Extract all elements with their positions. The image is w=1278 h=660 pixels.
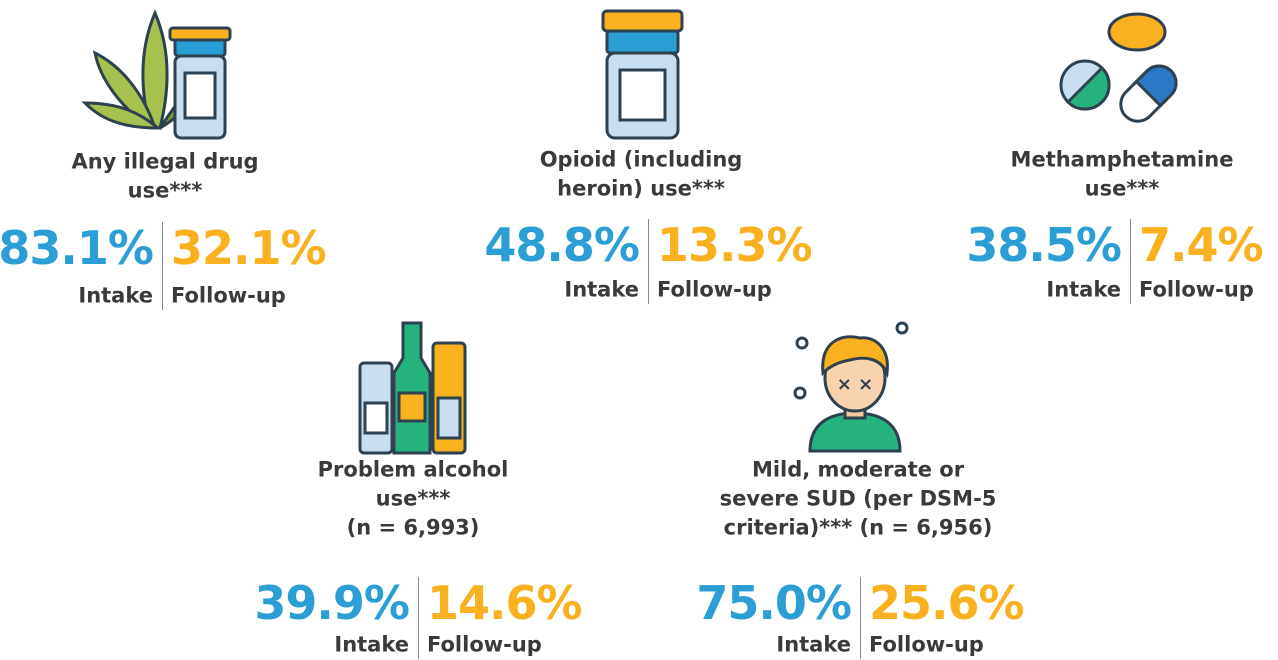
intake-label: Intake: [776, 632, 851, 657]
bottles-icon: [358, 321, 467, 455]
intake-label: Intake: [334, 632, 409, 657]
intake-value: 38.5%: [966, 218, 1122, 272]
divider: [162, 222, 163, 310]
followup-label: Follow-up: [869, 632, 984, 657]
item-label: Methamphetamine: [1010, 147, 1234, 172]
item-label: (n = 6,993): [346, 515, 480, 540]
item-label: use***: [375, 486, 451, 511]
followup-value: 7.4%: [1139, 218, 1264, 272]
followup-value: 14.6%: [427, 576, 583, 630]
followup-label: Follow-up: [657, 277, 772, 302]
divider: [648, 219, 649, 304]
item-label: Problem alcohol: [317, 457, 509, 482]
intake-value: 48.8%: [484, 218, 640, 272]
intake-label: Intake: [1046, 277, 1121, 302]
item-label: heroin) use***: [557, 176, 725, 201]
pills-icon: [1059, 12, 1178, 123]
followup-label: Follow-up: [171, 283, 286, 308]
intake-value: 83.1%: [0, 221, 154, 275]
followup-label: Follow-up: [427, 632, 542, 657]
intake-value: 75.0%: [696, 576, 852, 630]
item-label: severe SUD (per DSM-5: [719, 486, 997, 511]
intake-label: Intake: [78, 283, 153, 308]
intake-value: 39.9%: [254, 576, 410, 630]
followup-value: 25.6%: [869, 576, 1025, 630]
item-label: Any illegal drug: [71, 149, 259, 174]
svg-text:× ×: × ×: [837, 374, 873, 395]
dizzy-person-icon: × ×: [793, 321, 909, 453]
item-label: use***: [127, 178, 203, 203]
item-label: Mild, moderate or: [751, 457, 965, 482]
divider: [1130, 219, 1131, 304]
followup-label: Follow-up: [1139, 277, 1254, 302]
followup-value: 32.1%: [171, 221, 327, 275]
item-label: criteria)*** (n = 6,956): [723, 515, 993, 540]
divider: [418, 577, 419, 659]
divider: [860, 577, 861, 659]
item-label: Opioid (including: [539, 147, 743, 172]
cannabis-icon: [81, 9, 232, 140]
intake-label: Intake: [564, 277, 639, 302]
followup-value: 13.3%: [657, 218, 813, 272]
item-label: use***: [1084, 176, 1160, 201]
pill-bottle-icon: [601, 9, 684, 140]
